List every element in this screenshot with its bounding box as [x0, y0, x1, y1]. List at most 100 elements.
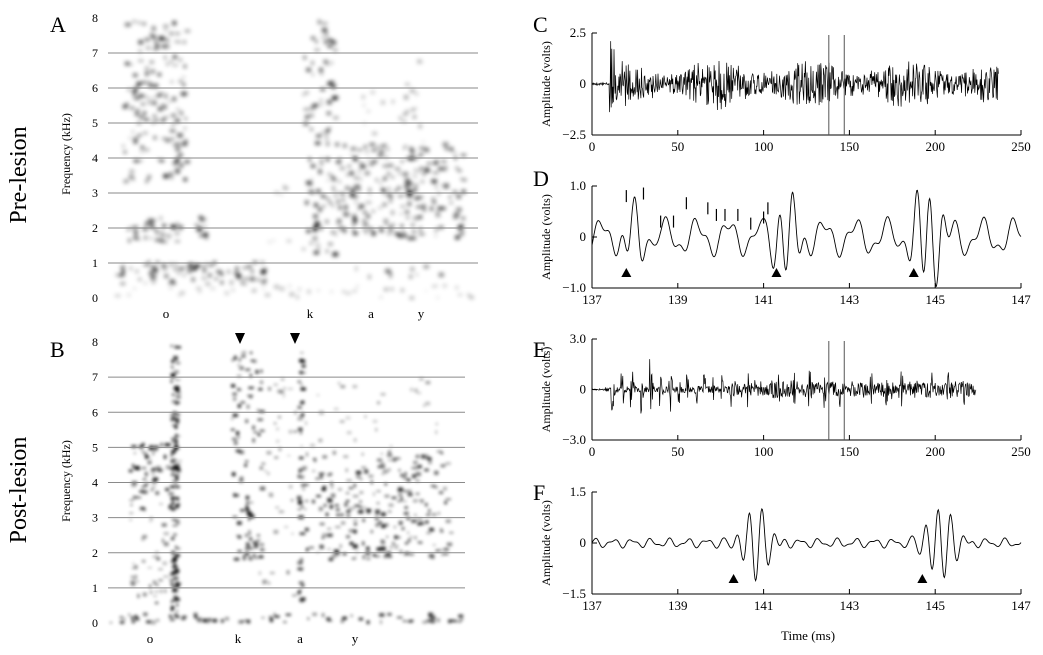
energy-cell — [446, 542, 453, 546]
energy-cell — [408, 182, 413, 187]
energy-cell — [436, 618, 440, 623]
x-tick-F: 137 — [582, 598, 602, 613]
energy-cell — [184, 160, 190, 164]
energy-cell — [175, 394, 181, 397]
energy-cell — [178, 153, 183, 157]
energy-cell — [313, 224, 319, 228]
energy-cell — [179, 111, 183, 116]
energy-cell — [144, 38, 150, 42]
energy-cell — [132, 230, 138, 233]
energy-cell — [361, 453, 364, 456]
energy-cell — [379, 613, 385, 617]
y-tick-C: −2.5 — [562, 127, 586, 142]
energy-cell — [248, 556, 250, 560]
energy-cell — [151, 473, 156, 475]
energy-cell — [412, 474, 416, 479]
energy-cell — [242, 266, 247, 269]
energy-cell — [245, 495, 250, 500]
energy-cell — [289, 292, 295, 297]
energy-cell — [402, 500, 407, 502]
energy-cell — [299, 598, 304, 603]
energy-cell — [143, 111, 146, 116]
energy-cell — [199, 234, 203, 237]
energy-cell — [181, 76, 186, 78]
energy-cell — [428, 509, 431, 513]
energy-cell — [436, 450, 443, 453]
energy-cell — [267, 582, 271, 585]
energy-cell — [149, 590, 153, 594]
energy-cell — [263, 579, 268, 584]
energy-cell — [236, 277, 241, 279]
energy-cell — [175, 169, 180, 174]
energy-cell — [205, 282, 211, 286]
energy-cell — [239, 476, 244, 480]
energy-cell — [158, 469, 163, 473]
energy-cell — [123, 179, 130, 183]
energy-cell — [397, 487, 404, 492]
energy-cell — [384, 494, 390, 498]
energy-cell — [132, 177, 135, 181]
energy-cell — [176, 582, 181, 585]
energy-cell — [173, 356, 178, 360]
energy-cell — [178, 80, 183, 83]
energy-cell — [134, 616, 140, 621]
energy-cell — [203, 269, 206, 274]
energy-cell — [390, 445, 392, 448]
energy-cell — [398, 469, 401, 472]
energy-cell — [152, 580, 157, 585]
energy-cell — [327, 473, 332, 477]
energy-cell — [327, 40, 334, 42]
y-tick-8khz: 8 — [92, 335, 98, 349]
energy-cell — [205, 263, 208, 265]
energy-cell — [179, 268, 185, 270]
energy-cell — [422, 141, 425, 143]
energy-cell — [160, 443, 163, 447]
energy-cell — [313, 458, 317, 461]
energy-cell — [141, 485, 144, 489]
energy-cell — [388, 459, 393, 461]
energy-cell — [338, 488, 342, 491]
energy-cell — [352, 194, 358, 199]
energy-cell — [248, 517, 250, 521]
energy-cell — [239, 450, 244, 454]
energy-cell — [284, 526, 289, 528]
energy-cell — [298, 517, 304, 520]
energy-cell — [253, 543, 259, 545]
energy-cell — [270, 618, 273, 622]
energy-cell — [426, 619, 431, 623]
energy-cell — [389, 272, 392, 275]
energy-cell — [378, 521, 383, 525]
energy-cell — [327, 620, 333, 622]
energy-cell — [407, 531, 409, 535]
energy-cell — [409, 89, 415, 93]
energy-cell — [273, 529, 279, 534]
y-tick-7khz: 7 — [92, 370, 98, 384]
energy-cell — [170, 600, 173, 604]
energy-cell — [320, 162, 323, 166]
energy-cell — [274, 456, 279, 459]
energy-cell — [170, 496, 175, 500]
energy-cell — [283, 186, 289, 190]
energy-cell — [382, 469, 389, 474]
energy-cell — [149, 584, 152, 589]
energy-cell — [203, 618, 207, 623]
y-tick-2khz: 2 — [92, 221, 98, 235]
energy-cell — [346, 500, 350, 502]
energy-cell — [261, 462, 266, 465]
y-tick-D: −1.0 — [562, 280, 586, 295]
energy-cell — [426, 514, 431, 516]
energy-cell — [168, 505, 171, 510]
energy-cell — [252, 425, 255, 430]
energy-cell — [175, 547, 181, 550]
energy-cell — [458, 614, 464, 618]
energy-cell — [169, 572, 174, 577]
energy-cell — [332, 185, 335, 190]
energy-cell — [115, 273, 119, 277]
energy-cell — [138, 60, 144, 62]
energy-cell — [232, 516, 238, 518]
energy-cell — [172, 557, 178, 561]
energy-cell — [332, 95, 337, 100]
energy-cell — [138, 278, 142, 281]
energy-cell — [343, 553, 347, 555]
energy-cell — [127, 293, 131, 297]
